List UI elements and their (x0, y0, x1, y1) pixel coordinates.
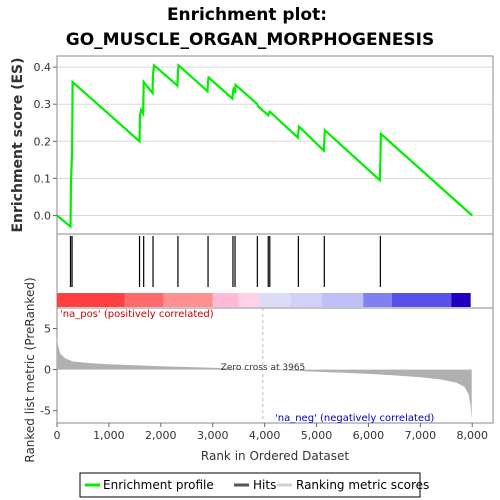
heatmap-segment (259, 293, 291, 307)
heatmap-segment (321, 293, 364, 307)
heatmap-segment (363, 293, 392, 307)
zero-cross-label: Zero cross at 3965 (221, 363, 306, 373)
es-gridlines (57, 66, 493, 216)
enrichment-profile-line (56, 62, 473, 229)
es-y-tick-label: 0.0 (34, 209, 52, 222)
chart-subtitle: GO_MUSCLE_ORGAN_MORPHOGENESIS (66, 30, 435, 50)
positive-correlation-label: 'na_pos' (positively correlated) (60, 309, 214, 320)
metric-y-tick-label: 5 (44, 323, 51, 336)
x-tick-label: 4,000 (249, 429, 281, 442)
hit-markers (69, 236, 381, 287)
es-panel: 0.0 0.1 0.2 0.3 0.4 Enrichment score (ES) (10, 55, 494, 235)
negative-correlation-label: 'na_neg' (negatively correlated) (275, 413, 434, 424)
legend-label-enrichment: Enrichment profile (103, 478, 214, 492)
x-tick-label: 8,000 (456, 429, 488, 442)
heatmap-segment (163, 293, 213, 307)
x-tick-label: 5,000 (301, 429, 333, 442)
x-tick-label: 1,000 (93, 429, 125, 442)
es-y-tick-label: 0.1 (34, 172, 52, 185)
heatmap-segment (57, 293, 125, 307)
chart-title: Enrichment plot: (167, 5, 327, 25)
es-y-tick-label: 0.2 (34, 135, 52, 148)
ranking-heatmap-bar (57, 293, 471, 307)
heatmap-segment (451, 293, 471, 307)
x-tick-label: 7,000 (405, 429, 437, 442)
x-axis-ticks: 0 1,000 2,000 3,000 4,000 5,000 6,000 7,000 8,00… (54, 423, 488, 442)
metric-y-tick-label: 0 (44, 364, 51, 377)
es-y-axis-title: Enrichment score (ES) (10, 57, 26, 232)
es-y-ticks: 0.0 0.1 0.2 0.3 0.4 (34, 61, 57, 222)
legend: Enrichment profile Hits Ranking metric s… (79, 472, 429, 498)
x-tick-label: 2,000 (145, 429, 177, 442)
x-tick-label: 6,000 (353, 429, 385, 442)
es-y-tick-label: 0.4 (34, 61, 52, 74)
legend-label-hits: Hits (253, 478, 276, 492)
heatmap-segment (124, 293, 164, 307)
es-y-tick-label: 0.3 (34, 98, 52, 111)
metric-y-tick-label: -5 (40, 405, 51, 418)
x-axis-title: Rank in Ordered Dataset (201, 449, 349, 463)
legend-label-metric: Ranking metric scores (296, 478, 429, 492)
es-panel-frame (56, 55, 494, 235)
heatmap-segment (391, 293, 452, 307)
metric-y-axis-title: Ranked list metric (PreRanked) (23, 277, 37, 462)
heatmap-segment (238, 293, 260, 307)
metric-panel: 50-5 0 1,000 2,000 3,000 4,000 5,000 6,000 7,00… (23, 277, 494, 463)
hits-panel (56, 233, 494, 309)
x-tick-label: 3,000 (197, 429, 229, 442)
heatmap-segment (290, 293, 322, 307)
heatmap-segment (212, 293, 239, 307)
legend-frame (79, 472, 421, 498)
metric-y-ticks: 5 0 -5 (40, 323, 57, 418)
x-tick-label: 0 (54, 429, 61, 442)
